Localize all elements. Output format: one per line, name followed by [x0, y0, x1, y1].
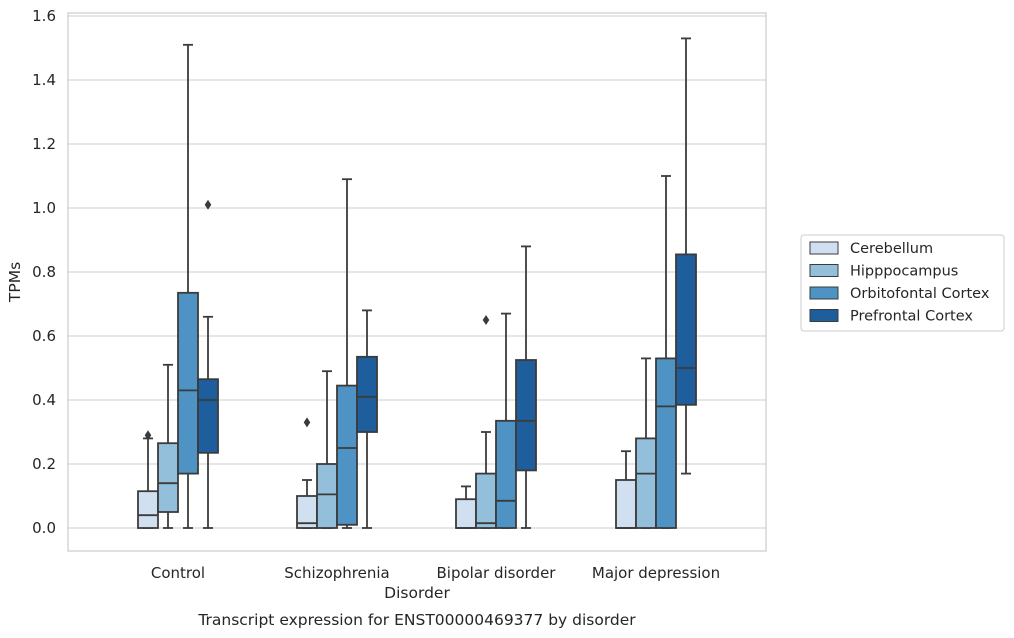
y-tick-labels: 0.0 0.2 0.4 0.6 0.8 1.0 1.2 1.4 1.6 [32, 7, 56, 537]
legend-label: Hipppocampus [850, 264, 958, 280]
legend-label: Orbitofontal Cortex [850, 286, 990, 302]
box-body [455, 498, 477, 529]
x-axis-label: Disorder [384, 584, 450, 602]
box-body [316, 463, 338, 529]
legend-label: Prefrontal Cortex [850, 309, 973, 325]
box [675, 37, 697, 475]
box [455, 485, 477, 529]
legend-swatch [809, 241, 839, 255]
legend-swatch [809, 264, 839, 277]
box-series [137, 37, 697, 529]
legend: Cerebellum Hipppocampus Orbitofontal Corte… [800, 234, 1005, 332]
series-3 [197, 37, 697, 529]
series-2 [177, 43, 677, 529]
box-body [675, 253, 697, 406]
box-body [356, 355, 378, 433]
box [495, 312, 517, 529]
legend-items: Cerebellum Hipppocampus Orbitofontal Corte… [809, 241, 990, 325]
box [655, 175, 677, 529]
box [356, 309, 378, 529]
box [296, 417, 318, 529]
outlier-marker [482, 315, 490, 325]
box-body [495, 419, 517, 529]
box-body [475, 472, 497, 529]
box [316, 370, 338, 529]
box-body [157, 442, 179, 513]
x-tick-label: Bipolar disorder [437, 564, 557, 582]
box-body [336, 384, 358, 526]
y-tick-label: 1.6 [32, 7, 56, 25]
box-body [515, 359, 537, 472]
outlier-marker [144, 430, 152, 441]
box-body [655, 357, 677, 529]
box-body [177, 291, 199, 475]
x-tick-label: Control [151, 564, 205, 582]
y-tick-label: 1.2 [32, 135, 56, 153]
y-tick-label: 0.0 [32, 519, 56, 537]
box [635, 357, 657, 529]
y-tick-label: 1.4 [32, 71, 56, 89]
legend-swatch [809, 309, 839, 322]
legend-label: Cerebellum [850, 241, 933, 257]
y-tick-label: 0.2 [32, 455, 56, 473]
box [336, 178, 358, 529]
y-tick-label: 0.4 [32, 391, 56, 409]
box [515, 245, 537, 529]
box [177, 43, 199, 529]
x-tick-label: Major depression [592, 564, 720, 582]
x-tick-labels: Control Schizophrenia Bipolar disorder Majo… [151, 564, 720, 582]
y-axis-label: TPMs [6, 262, 24, 303]
outlier-marker [303, 417, 311, 428]
box-body [615, 479, 637, 529]
y-tick-label: 1.0 [32, 199, 56, 217]
legend-swatch [809, 286, 839, 300]
x-tick-label: Schizophrenia [284, 564, 389, 582]
y-tick-label: 0.8 [32, 263, 56, 281]
y-tick-label: 0.6 [32, 327, 56, 345]
box [197, 199, 219, 529]
outlier-marker [204, 199, 212, 210]
series-0 [137, 417, 637, 529]
chart-caption: Transcript expression for ENST0000046937… [197, 611, 636, 629]
box-body [197, 378, 219, 454]
series-1 [157, 315, 657, 529]
box-body [635, 437, 657, 529]
box-body [137, 490, 159, 529]
legend-frame [800, 234, 1005, 332]
box [157, 363, 179, 529]
box [137, 430, 159, 529]
